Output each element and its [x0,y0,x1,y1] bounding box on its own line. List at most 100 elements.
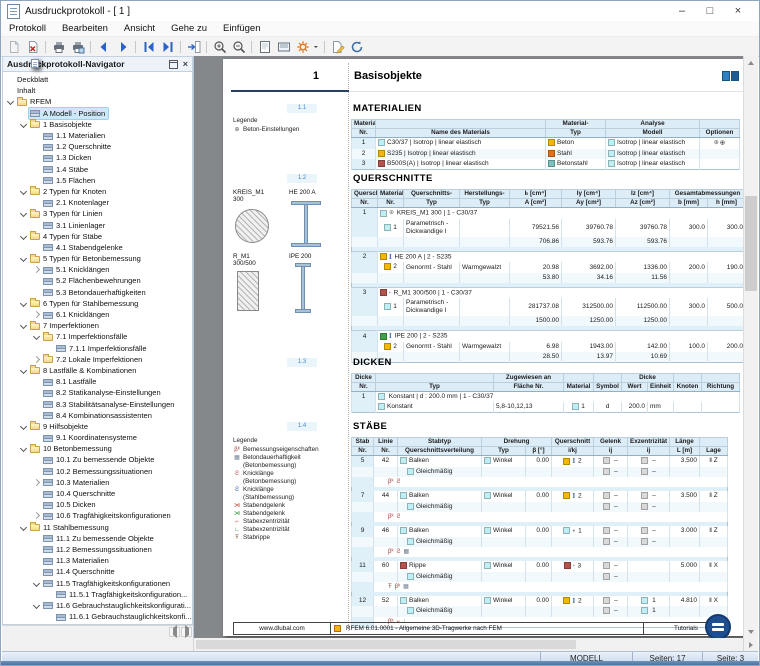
tree-item[interactable]: 4 Typen für Stäbe [3,231,192,242]
tree-item[interactable]: RFEM [3,96,192,107]
chevron-expanded-icon[interactable] [19,422,28,431]
panel-hscroll-track[interactable] [2,638,194,651]
tree-item[interactable]: 7.1 Imperfektionsfälle [3,331,192,342]
refresh-icon[interactable] [347,38,366,55]
tree-item[interactable]: 5 Typen für Betonbemessung [3,253,192,264]
next-page-icon[interactable] [113,38,132,55]
scroll-up-icon[interactable] [744,56,758,69]
chevron-expanded-icon[interactable] [6,97,15,106]
menu-item-gehe-zu[interactable]: Gehe zu [171,23,207,34]
tree-item[interactable]: 6.1 Knicklängen [3,309,192,320]
tree-item[interactable]: 3.1 Linienlager [3,219,192,230]
tree-item[interactable]: 4.1 Stabendgelenke [3,242,192,253]
chevron-expanded-icon[interactable] [19,254,28,263]
scroll-right-icon[interactable] [181,625,192,638]
last-page-icon[interactable] [158,38,177,55]
chevron-expanded-icon[interactable] [19,366,28,375]
panel-horizontal-scrollbar[interactable] [2,625,193,638]
panel-close-icon[interactable]: × [182,58,188,69]
menu-item-ansicht[interactable]: Ansicht [123,23,156,34]
scroll-right-button[interactable] [743,638,758,651]
chevron-expanded-icon[interactable] [19,523,28,532]
tree-item[interactable]: 8.3 Stabilitätsanalyse-Einstellungen [3,398,192,409]
delete-page-icon[interactable] [23,38,42,55]
chevron-expanded-icon[interactable] [19,444,28,453]
tree-item[interactable]: 5.1 Knicklängen [3,264,192,275]
tree-item[interactable]: 7.2 Lokale Imperfektionen [3,354,192,365]
chevron-collapsed-icon[interactable] [32,265,41,274]
edit-header-icon[interactable] [328,38,347,55]
tree-item[interactable]: 11 Stahlbemessung [3,522,192,533]
chevron-collapsed-icon[interactable] [32,310,41,319]
chevron-collapsed-icon[interactable] [32,511,41,520]
tree-item[interactable]: 10.2 Bemessungssituationen [3,466,192,477]
chevron-expanded-icon[interactable] [32,332,41,341]
print-graphic-icon[interactable] [68,38,87,55]
minimize-button[interactable]: – [678,5,686,17]
tree-item[interactable]: 1.5 Flächen [3,175,192,186]
zoom-out-icon[interactable] [229,38,248,55]
tree-item[interactable]: 3 Typen für Linien [3,208,192,219]
tree-item[interactable]: 8.1 Lastfälle [3,376,192,387]
dock-icon[interactable] [168,59,178,69]
tree-item[interactable]: 5.2 Flächenbewehrungen [3,275,192,286]
first-page-icon[interactable] [139,38,158,55]
menu-item-bearbeiten[interactable]: Bearbeiten [61,23,108,34]
chevron-expanded-icon[interactable] [19,120,28,129]
tree-item[interactable]: 1.2 Querschnitte [3,141,192,152]
tree-item[interactable]: Deckblatt [3,59,192,85]
graphic-settings-icon[interactable] [293,38,312,55]
tree-item[interactable]: 8.4 Kombinationsassistenten [3,410,192,421]
tree-item[interactable]: 10.3 Materialien [3,477,192,488]
page-width-icon[interactable] [274,38,293,55]
chevron-expanded-icon[interactable] [19,209,28,218]
chevron-expanded-icon[interactable] [19,232,28,241]
tree-item[interactable]: A Modell - Position [3,106,192,120]
tree-item[interactable]: 7.1.1 Imperfektionsfälle [3,343,192,354]
tree-item[interactable]: 1.3 Dicken [3,152,192,163]
document-hscroll-track[interactable] [194,638,743,651]
chevron-collapsed-icon[interactable] [32,355,41,364]
tree-item[interactable]: 9 Hilfsobjekte [3,421,192,432]
tree-item[interactable]: 1.4 Stäbe [3,164,192,175]
tree-item[interactable]: 2 Typen für Knoten [3,186,192,197]
tree-item[interactable]: 8 Lastfälle & Kombinationen [3,365,192,376]
tree-item[interactable]: 10.4 Querschnitte [3,488,192,499]
tree-item[interactable]: 2.1 Knotenlager [3,197,192,208]
horizontal-scroll-thumb[interactable] [196,640,576,649]
tree-item[interactable]: 11.1 Zu bemessende Objekte [3,533,192,544]
goto-page-icon[interactable] [184,38,203,55]
tree-item[interactable]: 10.5 Dicken [3,499,192,510]
chevron-expanded-icon[interactable] [19,299,28,308]
tree-item[interactable]: 11.6.1 Gebrauchstauglichkeitskonfi... [3,611,192,622]
close-button[interactable]: × [734,5,742,17]
tree-item[interactable]: 9.1 Koordinatensysteme [3,432,192,443]
tree-item[interactable]: 1 Basisobjekte [3,119,192,130]
tree-item[interactable]: 11.5 Tragfähigkeitskonfigurationen [3,577,192,588]
tree-item[interactable]: 8.2 Statikanalyse-Einstellungen [3,387,192,398]
chevron-expanded-icon[interactable] [32,579,41,588]
tree-item[interactable]: 10.1 Zu bemessende Objekte [3,454,192,465]
zoom-in-icon[interactable] [210,38,229,55]
tree-item[interactable]: Inhalt [3,59,192,96]
chevron-expanded-icon[interactable] [32,601,41,610]
tree-item[interactable]: 7 Imperfektionen [3,320,192,331]
tree-item[interactable]: 1.1 Materialien [3,130,192,141]
new-protocol-icon[interactable] [4,38,23,55]
vertical-scrollbar[interactable] [743,56,758,638]
tree-item[interactable]: 10.6 Tragfähigkeitskonfigurationen [3,510,192,521]
prev-page-icon[interactable] [94,38,113,55]
tree-item[interactable]: 11.5.1 Tragfähigkeitskonfiguration... [3,589,192,600]
menu-item-einf-gen[interactable]: Einfügen [223,23,261,34]
caret-icon[interactable] [312,38,321,55]
chevron-collapsed-icon[interactable] [32,478,41,487]
tree-item[interactable]: 11.3 Materialien [3,555,192,566]
menu-item-protokoll[interactable]: Protokoll [9,23,46,34]
tree-item[interactable]: 5.3 Betondauerhaftigkeiten [3,287,192,298]
scroll-left-icon[interactable] [169,625,180,638]
tree-item[interactable]: 11.2 Bemessungssituationen [3,544,192,555]
maximize-button[interactable]: □ [706,5,714,17]
chevron-expanded-icon[interactable] [19,187,28,196]
print-icon[interactable] [49,38,68,55]
tree-item[interactable]: 11.6 Gebrauchstauglichkeitskonfigurati..… [3,600,192,611]
